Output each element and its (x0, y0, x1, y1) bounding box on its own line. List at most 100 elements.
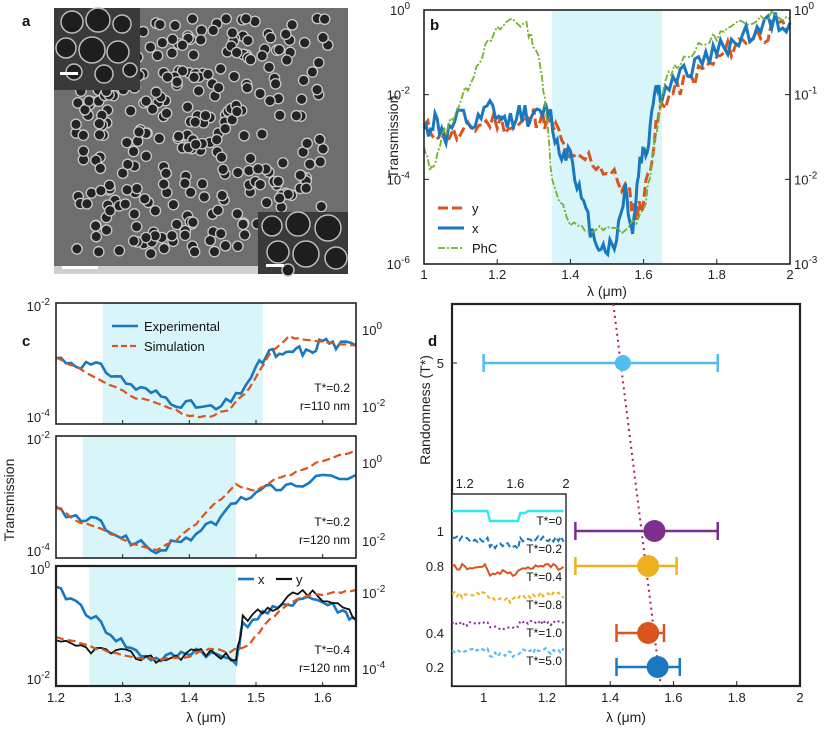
x-tick-label: 1.5 (247, 690, 265, 705)
sem-hole (232, 240, 244, 253)
sem-hole (77, 145, 90, 157)
sem-hole (273, 192, 286, 205)
legend-text-x: x (258, 572, 265, 587)
sem-hole (303, 158, 316, 170)
annotation-r: r=120 nm (299, 661, 350, 675)
x-tick-label: 1.4 (180, 690, 198, 705)
sem-hole (93, 128, 106, 141)
y2-tick-label: 100 (794, 1, 814, 18)
plot-frame (423, 9, 791, 265)
inset-hole (261, 215, 283, 237)
panel-d-label: d (428, 333, 437, 350)
sem-hole (274, 109, 286, 122)
legend-text-x: x (472, 221, 479, 236)
y-tick-label: 10-2 (27, 670, 51, 687)
sem-hole (157, 178, 170, 190)
sem-hole (237, 218, 249, 231)
sem-hole (188, 71, 200, 84)
sem-edge (54, 266, 348, 274)
inset-hole (55, 37, 77, 59)
sem-hole (192, 85, 205, 97)
inset: 1.2 1.6 2 T*=0 T*=0.2 T*=0.4 T*=0.8 T*=1.0 T*=5.… (451, 476, 570, 687)
sem-hole (71, 97, 84, 109)
inset-label: T*=5.0 (526, 654, 562, 668)
sem-hole (264, 94, 276, 107)
plot-frame (54, 564, 358, 688)
y-tick-label: 10-4 (27, 408, 51, 425)
sem-hole (160, 107, 173, 120)
inset-hole (106, 40, 130, 64)
plot-frame (55, 435, 357, 559)
inset-x-tick-label: 1.6 (506, 476, 524, 491)
sem-hole (121, 158, 134, 171)
sem-hole (171, 76, 183, 88)
x-tick-label: 2 (796, 690, 803, 705)
sem-hole (90, 230, 103, 243)
sem-hole (294, 169, 307, 181)
sem-hole (286, 18, 299, 31)
sem-hole (313, 133, 326, 146)
y-tick-label: 5 (437, 356, 444, 371)
sem-hole (226, 27, 239, 39)
sem-hole (140, 231, 152, 244)
sem-hole (161, 71, 174, 83)
sem-hole (220, 12, 232, 25)
sem-hole (127, 145, 140, 158)
inset-line-5 (451, 646, 565, 659)
panel-a-label: a (22, 13, 31, 30)
inset-hole (94, 64, 114, 84)
sem-hole (140, 150, 153, 163)
sem-hole (231, 105, 243, 118)
sem-hole (208, 245, 221, 258)
y-tick-label: 100 (390, 1, 410, 18)
y-axis-label: Transmission (1, 459, 17, 542)
sem-hole (254, 87, 266, 100)
stopband (552, 10, 662, 264)
sem-hole (120, 136, 133, 149)
x-tick-label: 1.2 (47, 690, 65, 705)
line-Experimental (55, 337, 357, 411)
inset-label: T*=0 (536, 514, 562, 528)
sem-hole (311, 83, 323, 96)
x-axis-label: λ (μm) (606, 709, 646, 725)
sem-hole (133, 126, 145, 138)
sem-hole (219, 239, 232, 252)
sem-hole (312, 56, 325, 69)
sem-hole (187, 216, 199, 229)
sem-hole (217, 163, 229, 176)
annotation-r: r=120 nm (299, 533, 350, 547)
sem-hole (121, 183, 134, 196)
annotation-t: T*=0.2 (314, 515, 350, 529)
sem-hole (314, 155, 327, 168)
inset-label: T*=0.8 (526, 598, 562, 612)
sem-hole (158, 242, 170, 255)
sem-hole (256, 49, 268, 62)
inset-hole (85, 7, 111, 33)
sem-hole (242, 34, 254, 47)
sem-hole (219, 122, 232, 135)
x-tick-label: 2 (786, 267, 793, 282)
inset-line-3 (451, 590, 565, 605)
sem-hole (241, 81, 254, 94)
x-tick-label: 1 (420, 267, 427, 282)
sem-hole (153, 132, 166, 145)
inset-line-4 (451, 618, 565, 632)
sem-hole (144, 247, 157, 260)
sem-hole (199, 109, 212, 122)
annotation-t: T*=0.2 (314, 381, 350, 395)
y-tick-label: 0.4 (426, 626, 444, 641)
subplot-2: 10-2 10-4 100 10-2 T*=0.2 r=120 nm (27, 430, 386, 559)
sem-hole (176, 39, 189, 51)
sem-hole (194, 34, 207, 46)
x-tick-label: 1 (480, 690, 487, 705)
legend-text-sim: Simulation (144, 339, 205, 354)
y2-tick-label: 10-2 (362, 532, 386, 549)
x-axis-label: λ (μm) (587, 283, 627, 299)
sem-hole (300, 182, 313, 195)
scalebar-inset (60, 72, 78, 75)
sem-hole (210, 133, 223, 146)
x-tick-label: 1.6 (314, 690, 332, 705)
sem-hole (149, 204, 162, 217)
trend-line (612, 303, 662, 687)
sem-hole (281, 54, 293, 66)
